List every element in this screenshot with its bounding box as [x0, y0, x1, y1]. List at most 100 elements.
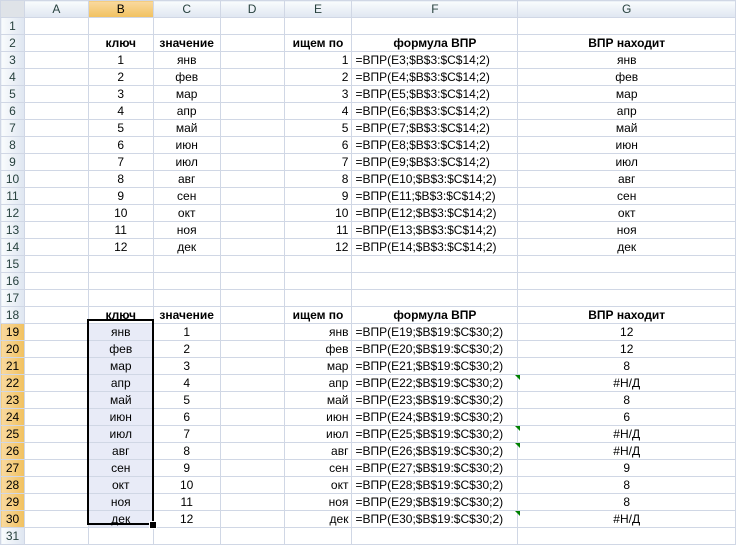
row-header[interactable]: 14: [0, 238, 25, 256]
cell-a[interactable]: [23, 17, 89, 35]
cell-a[interactable]: [23, 187, 89, 205]
cell-f[interactable]: [351, 289, 519, 307]
cell-d[interactable]: [219, 255, 285, 273]
cell-g[interactable]: июл: [517, 153, 736, 171]
row-header[interactable]: 7: [0, 119, 25, 137]
cell-g[interactable]: [517, 527, 736, 545]
cell-f[interactable]: формула ВПР: [351, 34, 519, 52]
cell-b[interactable]: [87, 289, 154, 307]
cell-e[interactable]: ищем по: [283, 306, 353, 324]
row-header[interactable]: 18: [0, 306, 25, 324]
cell-a[interactable]: [23, 153, 89, 171]
cell-g[interactable]: фев: [517, 68, 736, 86]
row-header[interactable]: 8: [0, 136, 25, 154]
column-header-g[interactable]: G: [517, 0, 736, 18]
cell-d[interactable]: [219, 527, 285, 545]
cell-d[interactable]: [219, 17, 285, 35]
cell-f[interactable]: =ВПР(E27;$B$19:$C$30;2): [351, 459, 519, 477]
cell-d[interactable]: [219, 510, 285, 528]
cell-g[interactable]: #Н/Д: [517, 442, 736, 460]
row-header[interactable]: 22: [0, 374, 25, 392]
cell-a[interactable]: [23, 374, 89, 392]
cell-f[interactable]: =ВПР(E12;$B$3:$C$14;2): [351, 204, 519, 222]
cell-f[interactable]: [351, 527, 519, 545]
row-header[interactable]: 12: [0, 204, 25, 222]
cell-g[interactable]: 12: [517, 323, 736, 341]
cell-f[interactable]: =ВПР(E13;$B$3:$C$14;2): [351, 221, 519, 239]
cell-b[interactable]: 12: [87, 238, 154, 256]
cell-d[interactable]: [219, 357, 285, 375]
column-header-b[interactable]: B: [87, 0, 154, 18]
cell-f[interactable]: =ВПР(E6;$B$3:$C$14;2): [351, 102, 519, 120]
cell-f[interactable]: =ВПР(E20;$B$19:$C$30;2): [351, 340, 519, 358]
cell-a[interactable]: [23, 51, 89, 69]
cell-e[interactable]: 1: [283, 51, 353, 69]
cell-e[interactable]: 10: [283, 204, 353, 222]
cell-g[interactable]: апр: [517, 102, 736, 120]
row-header[interactable]: 11: [0, 187, 25, 205]
cell-c[interactable]: окт: [152, 204, 221, 222]
cell-c[interactable]: дек: [152, 238, 221, 256]
cell-e[interactable]: [283, 289, 353, 307]
cell-c[interactable]: мар: [152, 85, 221, 103]
cell-e[interactable]: май: [283, 391, 353, 409]
cell-c[interactable]: июн: [152, 136, 221, 154]
cell-a[interactable]: [23, 459, 89, 477]
cell-c[interactable]: 6: [152, 408, 221, 426]
cell-c[interactable]: янв: [152, 51, 221, 69]
cell-d[interactable]: [219, 204, 285, 222]
cell-e[interactable]: 9: [283, 187, 353, 205]
cell-a[interactable]: [23, 119, 89, 137]
cell-a[interactable]: [23, 391, 89, 409]
column-header-c[interactable]: C: [152, 0, 221, 18]
row-header[interactable]: 30: [0, 510, 25, 528]
cell-d[interactable]: [219, 153, 285, 171]
cell-g[interactable]: авг: [517, 170, 736, 188]
cell-d[interactable]: [219, 136, 285, 154]
row-header[interactable]: 4: [0, 68, 25, 86]
cell-c[interactable]: значение: [152, 34, 221, 52]
cell-g[interactable]: ВПР находит: [517, 306, 736, 324]
cell-a[interactable]: [23, 34, 89, 52]
cell-c[interactable]: 2: [152, 340, 221, 358]
cell-f[interactable]: =ВПР(E25;$B$19:$C$30;2): [351, 425, 521, 443]
cell-b[interactable]: ключ: [87, 34, 154, 52]
cell-b[interactable]: окт: [87, 476, 154, 494]
cell-a[interactable]: [23, 323, 89, 341]
cell-d[interactable]: [219, 272, 285, 290]
cell-g[interactable]: янв: [517, 51, 736, 69]
cell-g[interactable]: окт: [517, 204, 736, 222]
cell-d[interactable]: [219, 170, 285, 188]
cell-e[interactable]: мар: [283, 357, 353, 375]
cell-c[interactable]: 12: [152, 510, 221, 528]
row-header[interactable]: 15: [0, 255, 25, 273]
cell-d[interactable]: [219, 119, 285, 137]
row-header[interactable]: 25: [0, 425, 25, 443]
cell-f[interactable]: =ВПР(E9;$B$3:$C$14;2): [351, 153, 519, 171]
cell-d[interactable]: [219, 493, 285, 511]
cell-e[interactable]: [283, 527, 353, 545]
cell-e[interactable]: 3: [283, 85, 353, 103]
cell-f[interactable]: =ВПР(E23;$B$19:$C$30;2): [351, 391, 519, 409]
cell-g[interactable]: дек: [517, 238, 736, 256]
cell-b[interactable]: 4: [87, 102, 154, 120]
cell-g[interactable]: #Н/Д: [517, 510, 736, 528]
cell-c[interactable]: 7: [152, 425, 221, 443]
cell-b[interactable]: [87, 255, 154, 273]
cell-b[interactable]: янв: [87, 323, 154, 341]
cell-c[interactable]: [152, 255, 221, 273]
column-header-f[interactable]: F: [351, 0, 519, 18]
cell-c[interactable]: ноя: [152, 221, 221, 239]
cell-g[interactable]: 8: [517, 357, 736, 375]
cell-c[interactable]: [152, 527, 221, 545]
cell-g[interactable]: май: [517, 119, 736, 137]
row-header[interactable]: 1: [0, 17, 25, 35]
row-header[interactable]: 10: [0, 170, 25, 188]
cell-a[interactable]: [23, 272, 89, 290]
cell-c[interactable]: апр: [152, 102, 221, 120]
cell-e[interactable]: 5: [283, 119, 353, 137]
cell-b[interactable]: 10: [87, 204, 154, 222]
cell-c[interactable]: 10: [152, 476, 221, 494]
cell-a[interactable]: [23, 136, 89, 154]
cell-a[interactable]: [23, 510, 89, 528]
